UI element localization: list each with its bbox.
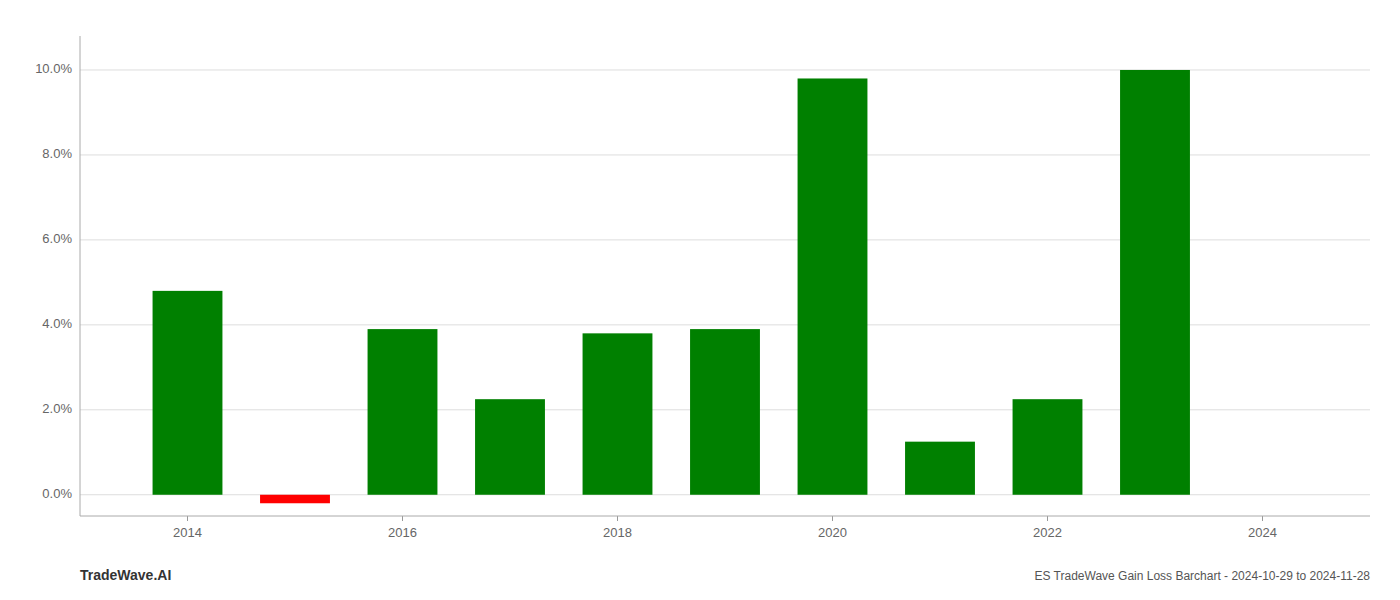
x-axis-line — [80, 516, 1370, 517]
bar — [153, 291, 223, 495]
bar — [798, 78, 868, 494]
y-tick-label: 2.0% — [42, 401, 72, 416]
bar — [368, 329, 438, 495]
y-tick-label: 0.0% — [42, 486, 72, 501]
y-tick-label: 10.0% — [35, 61, 72, 76]
y-tick-label: 6.0% — [42, 231, 72, 246]
x-tick-label: 2016 — [388, 525, 417, 540]
x-tick-label: 2020 — [818, 525, 847, 540]
axes — [80, 36, 1370, 516]
chart-title: ES TradeWave Gain Loss Barchart - 2024-1… — [1034, 569, 1370, 583]
page: {"chart_data": {"type": "bar", "title": … — [0, 0, 1400, 600]
x-tick-label: 2022 — [1033, 525, 1062, 540]
x-tick-label: 2014 — [173, 525, 202, 540]
bar — [260, 495, 330, 503]
x-tick — [617, 516, 618, 521]
watermark: TradeWave.AI — [80, 567, 171, 583]
bar — [1120, 70, 1190, 495]
bars — [153, 70, 1190, 503]
x-tick-labels: 2014 2016 2018 2020 2022 2024 — [173, 516, 1277, 540]
bar — [905, 442, 975, 495]
y-axis-line — [80, 36, 81, 516]
chart-svg: 0.0% 2.0% 4.0% 6.0% 8.0% 10.0% 2014 2016 2018 202… — [0, 0, 1400, 600]
y-tick-labels: 0.0% 2.0% 4.0% 6.0% 8.0% 10.0% — [35, 61, 72, 501]
x-tick — [402, 516, 403, 521]
x-tick-label: 2018 — [603, 525, 632, 540]
y-tick-label: 8.0% — [42, 146, 72, 161]
bar — [1013, 399, 1083, 495]
bar — [583, 333, 653, 494]
x-tick — [1262, 516, 1263, 521]
x-tick — [832, 516, 833, 521]
y-tick-label: 4.0% — [42, 316, 72, 331]
x-tick-label: 2024 — [1248, 525, 1277, 540]
x-tick — [187, 516, 188, 521]
bar — [475, 399, 545, 495]
y-grid — [80, 70, 1370, 495]
chart-container: 0.0% 2.0% 4.0% 6.0% 8.0% 10.0% 2014 2016 2018 202… — [0, 0, 1400, 600]
x-tick — [1047, 516, 1048, 521]
bar — [690, 329, 760, 495]
